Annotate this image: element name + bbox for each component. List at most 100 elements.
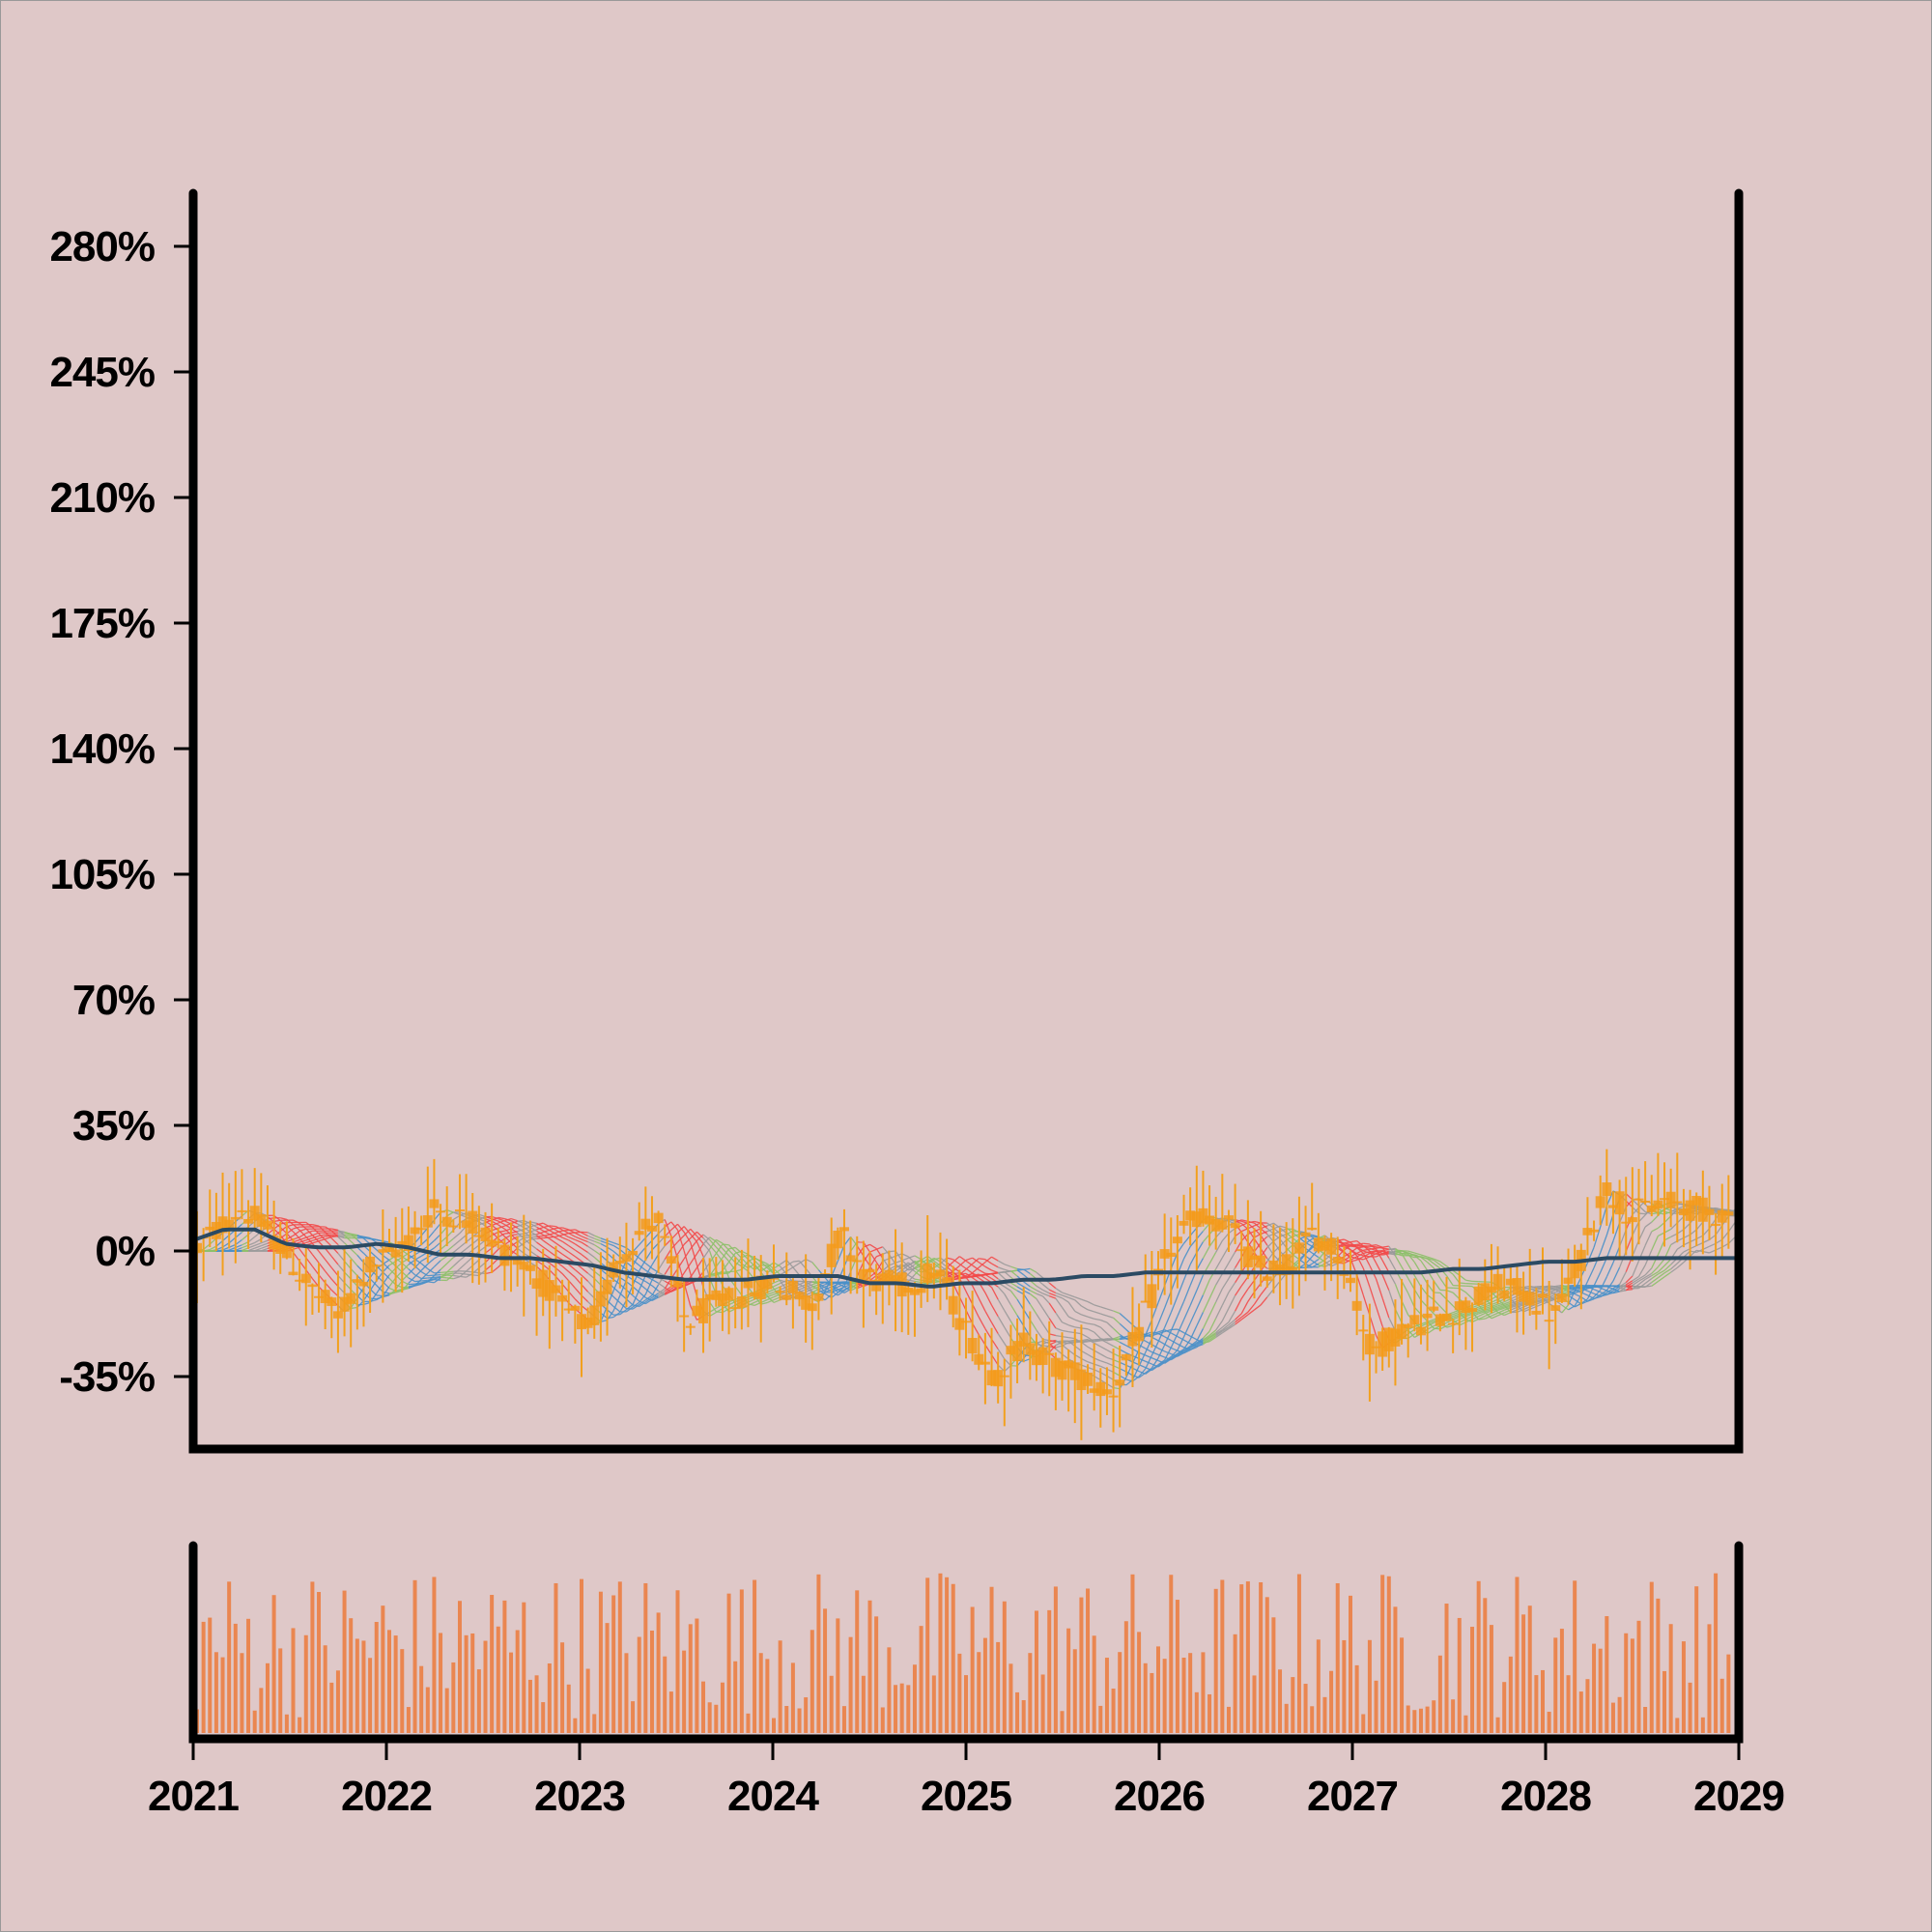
candle-body [1685,1200,1695,1221]
ma-ribbon-segment [1644,1210,1652,1215]
volume-bar [1361,1714,1366,1733]
ma-ribbon-segment [293,1236,300,1240]
ma-ribbon-segment [690,1267,697,1278]
ma-ribbon-segment [1074,1345,1082,1351]
ma-ribbon-segment [325,1239,332,1247]
ma-ribbon-segment [485,1224,493,1229]
candle-body [980,1361,990,1365]
ma-ribbon-segment [978,1262,986,1268]
ma-ribbon-segment [1087,1328,1094,1333]
candle-body [1429,1306,1439,1311]
volume-bar [1342,1639,1347,1733]
candle-body [454,1209,465,1212]
ma-ribbon-segment [1113,1327,1121,1335]
ma-ribbon-segment [1036,1271,1044,1279]
ma-ribbon-segment [1145,1367,1152,1372]
ma-ribbon-segment [1446,1290,1454,1293]
candle-body [1697,1197,1708,1222]
candle-body [1159,1249,1170,1259]
ma-ribbon-segment [561,1240,570,1247]
ma-ribbon-segment [1683,1222,1691,1231]
ma-ribbon-segment [1272,1254,1281,1263]
ma-ribbon-segment [1651,1277,1659,1284]
ma-ribbon-segment [587,1280,595,1290]
ma-ribbon-segment [1119,1361,1127,1366]
ma-ribbon-segment [1203,1336,1210,1342]
volume-bar [527,1679,532,1733]
ma-ribbon-segment [748,1303,755,1307]
ma-ribbon-segment [664,1248,672,1261]
candle-body [1147,1284,1157,1309]
ma-ribbon-segment [1510,1298,1518,1306]
volume-bar [1508,1656,1513,1733]
ma-ribbon-segment [895,1265,903,1272]
ma-ribbon-segment [1638,1278,1646,1286]
ma-ribbon-segment [1240,1301,1249,1315]
candle-body [1230,1223,1240,1229]
ma-ribbon-segment [972,1258,980,1264]
ma-ribbon-segment [491,1248,499,1257]
ma-ribbon-segment [676,1243,685,1255]
ma-ribbon-segment [1324,1263,1332,1267]
volume-bar [1400,1637,1405,1733]
volume-bar [323,1645,327,1733]
ma-ribbon-segment [1279,1233,1287,1237]
ma-ribbon-segment [1215,1304,1223,1319]
ma-ribbon-segment [466,1242,473,1250]
ma-ribbon-segment [1164,1312,1172,1328]
candle-body [826,1243,837,1267]
ma-ribbon-segment [1568,1285,1576,1288]
ma-ribbon-segment [997,1333,1006,1345]
ma-ribbon-segment [805,1284,813,1288]
ma-ribbon-segment [850,1256,858,1272]
volume-bar [945,1577,950,1733]
volume-bar [1175,1600,1179,1733]
ma-ribbon-segment [344,1232,352,1235]
ma-ribbon-segment [1177,1242,1185,1254]
volume-bar [349,1618,354,1733]
candle-body [871,1279,882,1292]
candle-body [243,1218,254,1224]
ma-ribbon-segment [1094,1304,1101,1308]
ma-ribbon-segment [1363,1242,1370,1245]
ma-ribbon-segment [1106,1342,1114,1348]
ma-ribbon-segment [414,1265,422,1273]
ma-ribbon-segment [1100,1360,1108,1364]
candle-body [1018,1332,1029,1347]
ma-ribbon-segment [639,1264,646,1271]
candle-body [1006,1346,1016,1355]
ma-ribbon-segment [959,1276,967,1279]
ma-ribbon-segment [1536,1300,1544,1305]
ma-ribbon-segment [459,1275,467,1278]
ma-ribbon-segment [1709,1242,1717,1247]
ma-ribbon-segment [247,1221,256,1228]
ma-ribbon-segment [780,1270,787,1276]
ma-ribbon-segment [1145,1320,1152,1336]
ma-ribbon-segment [1157,1330,1165,1335]
volume-bar [1367,1639,1372,1733]
ma-ribbon-segment [1401,1300,1409,1316]
ma-ribbon-segment [612,1279,621,1285]
ma-ribbon-segment [805,1292,813,1295]
volume-bar [400,1649,405,1733]
ma-ribbon-segment [363,1236,371,1240]
ma-ribbon-segment [1087,1366,1094,1371]
ma-ribbon-segment [363,1271,371,1280]
volume-bar [522,1602,526,1733]
ma-ribbon-segment [979,1274,986,1277]
volume-bar [1278,1669,1283,1733]
candle-body [1665,1191,1676,1208]
ma-ribbon-segment [529,1262,537,1267]
ma-ribbon-segment [581,1254,589,1261]
ma-ribbon-segment [1138,1335,1147,1350]
ma-ribbon-segment [1279,1250,1288,1258]
ma-ribbon-segment [1183,1349,1191,1354]
ma-ribbon-segment [1555,1289,1563,1293]
volume-bar [675,1590,680,1733]
ma-ribbon-segment [1189,1340,1198,1347]
candle-body [769,1277,779,1280]
ma-ribbon-segment [504,1223,512,1227]
candle-body [224,1219,235,1231]
ma-ribbon-segment [1575,1287,1581,1291]
ma-ribbon-segment [600,1319,608,1322]
